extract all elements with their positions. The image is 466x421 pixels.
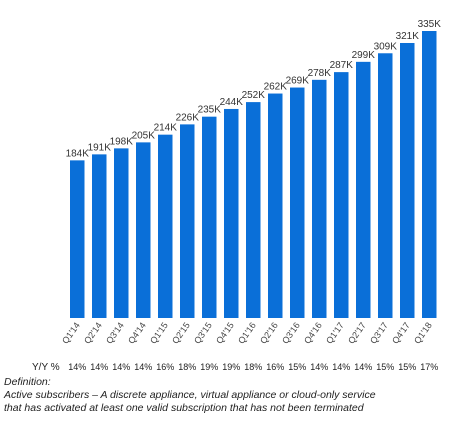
- value-label-7: 244K: [220, 97, 244, 108]
- yoy-value-13: 14%: [354, 362, 372, 372]
- bar-1: [92, 154, 107, 318]
- x-tick-label-14: Q3'17: [368, 320, 390, 345]
- yoy-value-9: 16%: [266, 362, 284, 372]
- x-tick-label-2: Q3'14: [104, 320, 126, 345]
- bar-8: [246, 102, 261, 319]
- x-tick-label-16: Q1'18: [412, 320, 434, 345]
- value-label-6: 235K: [198, 105, 222, 116]
- bar-4: [158, 134, 173, 318]
- value-label-15: 321K: [396, 31, 420, 42]
- x-tick-label-10: Q3'16: [280, 320, 302, 345]
- bar-16: [422, 31, 437, 318]
- definition-heading: Definition:: [4, 376, 51, 388]
- bar-chart: 184K191K198K205K214K226K235K244K252K262K…: [32, 19, 442, 373]
- bars-group: [70, 31, 437, 319]
- definition-line-1: Active subscribers – A discrete applianc…: [4, 389, 376, 401]
- value-label-3: 205K: [132, 130, 156, 141]
- yoy-value-4: 16%: [156, 362, 174, 372]
- x-tick-label-5: Q2'15: [170, 320, 192, 345]
- bar-13: [356, 61, 371, 318]
- x-tick-label-11: Q4'16: [302, 320, 324, 345]
- bar-7: [224, 108, 239, 318]
- x-tick-label-4: Q1'15: [148, 320, 170, 345]
- value-label-11: 278K: [308, 68, 332, 79]
- x-tick-label-15: Q4'17: [390, 320, 412, 345]
- value-label-16: 335K: [418, 19, 442, 30]
- value-label-2: 198K: [110, 136, 134, 147]
- value-label-9: 262K: [264, 82, 288, 93]
- value-label-14: 309K: [374, 41, 398, 52]
- yoy-value-2: 14%: [112, 362, 130, 372]
- value-label-0: 184K: [66, 148, 90, 159]
- x-tick-label-0: Q1'14: [60, 320, 82, 345]
- x-tick-label-8: Q1'16: [236, 320, 258, 345]
- definition-block: Definition: Active subscribers – A discr…: [4, 376, 464, 415]
- yoy-value-3: 14%: [134, 362, 152, 372]
- x-tick-label-13: Q2'17: [346, 320, 368, 345]
- bar-12: [334, 72, 349, 318]
- x-tick-label-7: Q4'15: [214, 320, 236, 345]
- x-tick-label-1: Q2'14: [82, 320, 104, 345]
- value-labels-group: 184K191K198K205K214K226K235K244K252K262K…: [66, 19, 442, 159]
- value-label-4: 214K: [154, 123, 178, 134]
- value-label-13: 299K: [352, 50, 376, 61]
- yoy-value-0: 14%: [68, 362, 86, 372]
- definition-line-2: that has activated at least one valid su…: [4, 402, 364, 414]
- yoy-value-1: 14%: [90, 362, 108, 372]
- bar-5: [180, 124, 195, 319]
- x-tick-label-3: Q4'14: [126, 320, 148, 345]
- x-tick-labels-group: Q1'14 Q2'14 Q3'14 Q4'14 Q1'15 Q2'15 Q3'15 Q4'15…: [60, 320, 434, 345]
- x-tick-label-12: Q1'17: [324, 320, 346, 345]
- bar-11: [312, 79, 327, 319]
- yoy-value-12: 14%: [332, 362, 350, 372]
- bar-0: [70, 160, 85, 318]
- value-label-8: 252K: [242, 90, 266, 101]
- bar-6: [202, 116, 217, 319]
- bar-3: [136, 142, 151, 318]
- value-label-10: 269K: [286, 76, 310, 87]
- yoy-value-7: 19%: [222, 362, 240, 372]
- yoy-value-6: 19%: [200, 362, 218, 372]
- value-label-1: 191K: [88, 142, 112, 153]
- yoy-value-11: 14%: [310, 362, 328, 372]
- bar-10: [290, 87, 305, 319]
- value-label-5: 226K: [176, 112, 200, 123]
- x-tick-label-6: Q3'15: [192, 320, 214, 345]
- bar-15: [400, 42, 415, 319]
- yoy-value-14: 15%: [376, 362, 394, 372]
- yoy-value-5: 18%: [178, 362, 196, 372]
- yoy-row-label: Y/Y %: [32, 362, 60, 373]
- x-tick-label-9: Q2'16: [258, 320, 280, 345]
- yoy-values-group: 14% 14% 14% 14% 16% 18% 19% 19% 18% 16% 15% 14% 14% 1…: [68, 362, 438, 372]
- bar-2: [114, 148, 129, 318]
- yoy-value-10: 15%: [288, 362, 306, 372]
- yoy-value-15: 15%: [398, 362, 416, 372]
- value-label-12: 287K: [330, 60, 354, 71]
- yoy-value-8: 18%: [244, 362, 262, 372]
- bar-9: [268, 93, 283, 318]
- yoy-value-16: 17%: [420, 362, 438, 372]
- bar-14: [378, 53, 393, 318]
